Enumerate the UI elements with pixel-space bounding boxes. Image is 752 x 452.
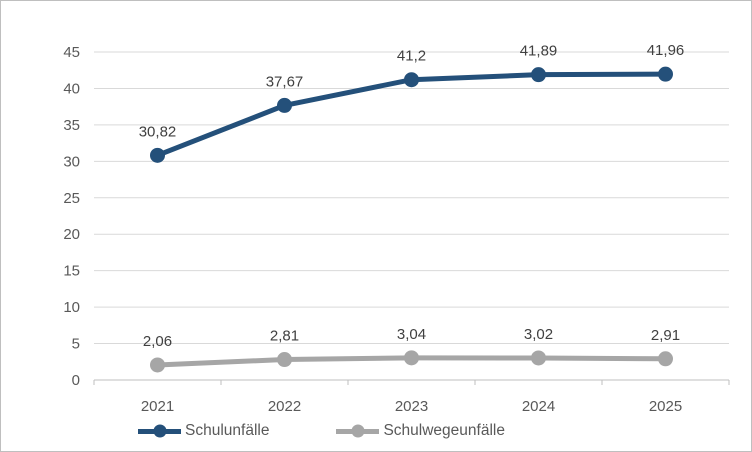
legend: Schulunfälle Schulwegeunfälle (138, 422, 505, 440)
svg-text:0: 0 (72, 372, 80, 389)
svg-text:2,81: 2,81 (270, 328, 299, 345)
svg-text:2022: 2022 (268, 398, 301, 415)
svg-text:41,2: 41,2 (397, 48, 426, 65)
svg-text:2023: 2023 (395, 398, 428, 415)
svg-text:2025: 2025 (649, 398, 682, 415)
svg-text:41,89: 41,89 (520, 43, 558, 60)
legend-item-schulwegeunfaelle: Schulwegeunfälle (336, 422, 505, 440)
svg-text:10: 10 (63, 299, 80, 316)
svg-text:30: 30 (63, 153, 80, 170)
svg-text:25: 25 (63, 190, 80, 207)
legend-item-schulunfaelle: Schulunfälle (138, 422, 269, 440)
svg-text:2,06: 2,06 (143, 333, 172, 350)
svg-text:20: 20 (63, 226, 80, 243)
svg-text:5: 5 (72, 336, 80, 353)
svg-text:35: 35 (63, 117, 80, 134)
svg-text:40: 40 (63, 80, 80, 97)
svg-text:45: 45 (63, 44, 80, 61)
svg-text:2021: 2021 (141, 398, 174, 415)
svg-text:2024: 2024 (522, 398, 555, 415)
legend-dot-icon (153, 424, 166, 438)
svg-text:3,02: 3,02 (524, 326, 553, 343)
svg-text:15: 15 (63, 263, 80, 280)
legend-line-marker-icon (336, 424, 380, 438)
svg-text:2,91: 2,91 (651, 327, 680, 344)
svg-text:30,82: 30,82 (139, 123, 177, 140)
svg-text:37,67: 37,67 (266, 73, 304, 90)
legend-label: Schulunfälle (185, 422, 270, 439)
svg-text:41,96: 41,96 (647, 42, 685, 59)
legend-label: Schulwegeunfälle (383, 422, 505, 439)
legend-line-marker-icon (138, 424, 181, 438)
svg-text:3,04: 3,04 (397, 326, 426, 343)
legend-dot-icon (351, 424, 365, 438)
